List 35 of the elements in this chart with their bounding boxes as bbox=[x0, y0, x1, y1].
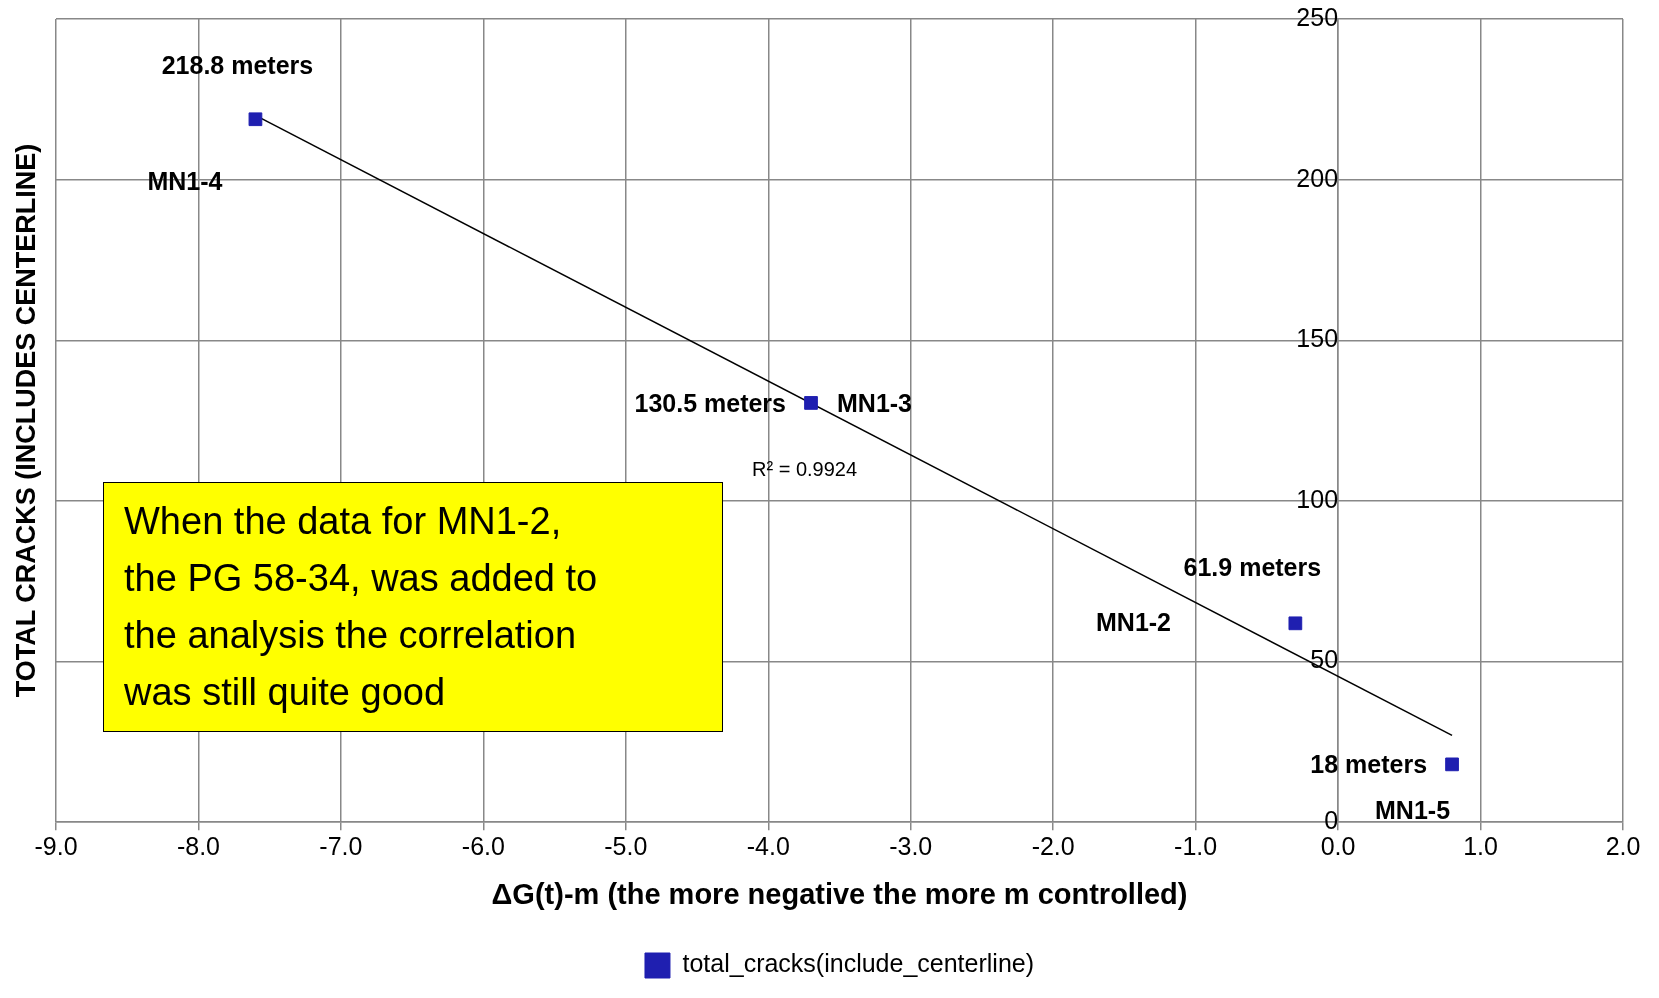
point bbox=[804, 396, 818, 410]
y-tick-label: 150 bbox=[1296, 324, 1339, 353]
data-label: 18 meters bbox=[1310, 750, 1428, 779]
x-tick-label: -7.0 bbox=[319, 832, 363, 861]
x-tick-label: 2.0 bbox=[1605, 832, 1641, 861]
data-label: 218.8 meters bbox=[161, 51, 314, 80]
legend-label: total_cracks(include_centerline) bbox=[682, 949, 1035, 978]
data-label: 61.9 meters bbox=[1183, 553, 1322, 582]
y-tick-label: 250 bbox=[1296, 2, 1339, 31]
x-tick-label: -1.0 bbox=[1174, 832, 1218, 861]
x-axis-title: ΔG(t)-m (the more negative the more m controlled) bbox=[491, 877, 1188, 910]
y-tick-label: 100 bbox=[1296, 484, 1339, 513]
x-tick-label: -4.0 bbox=[746, 832, 790, 861]
x-tick-label: 1.0 bbox=[1463, 832, 1498, 861]
annotation: MN1-3 bbox=[837, 388, 913, 417]
y-tick-label: 200 bbox=[1296, 163, 1339, 192]
x-tick-label: -2.0 bbox=[1031, 832, 1075, 861]
data-label: 130.5 meters bbox=[634, 388, 787, 417]
note-box: When the data for MN1-2, the PG 58-34, was added to the analysis the correlation was still quite good bbox=[103, 482, 723, 732]
point bbox=[1445, 757, 1459, 772]
x-tick-label: -8.0 bbox=[176, 832, 220, 861]
y-tick-label: 0 bbox=[1324, 806, 1339, 835]
annotation: MN1-2 bbox=[1096, 608, 1172, 637]
x-tick-label: -3.0 bbox=[889, 832, 933, 861]
annotation: MN1-4 bbox=[147, 167, 223, 196]
x-tick-label: -5.0 bbox=[604, 832, 648, 861]
annotation: R² = 0.9924 bbox=[752, 458, 858, 481]
x-tick-label: 0.0 bbox=[1320, 832, 1356, 861]
x-tick-label: -9.0 bbox=[34, 832, 78, 861]
y-axis-title: TOTAL CRACKS (INCLUDES CENTERLINE) bbox=[11, 143, 42, 698]
point bbox=[1288, 616, 1303, 631]
y-tick-label: 50 bbox=[1310, 645, 1339, 674]
annotation: MN1-5 bbox=[1375, 796, 1451, 825]
x-tick-label: -6.0 bbox=[461, 832, 505, 861]
point bbox=[248, 112, 263, 127]
